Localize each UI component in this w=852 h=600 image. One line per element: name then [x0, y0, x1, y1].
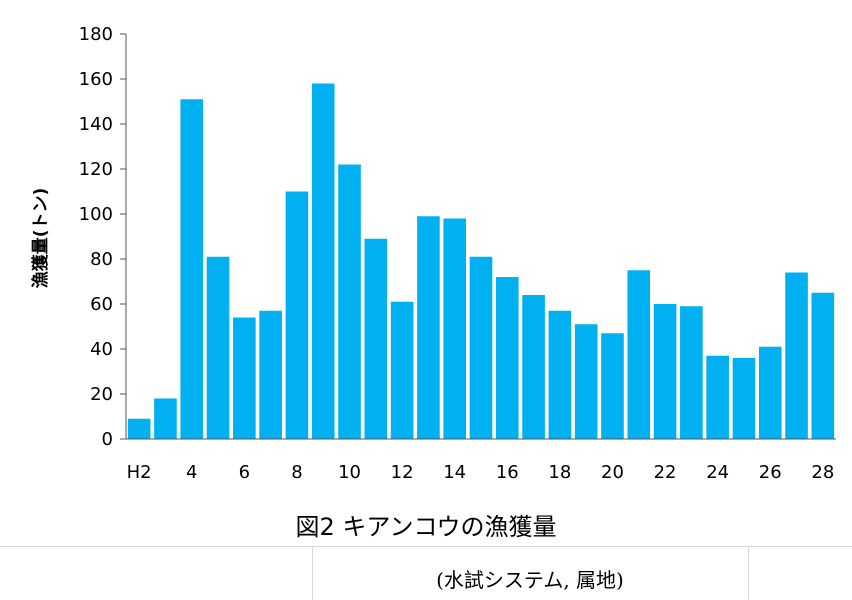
x-tick-label: 26	[759, 462, 782, 483]
x-tick-label: 20	[601, 462, 624, 483]
x-tick-label: 8	[291, 462, 302, 483]
table-rule-top	[0, 546, 852, 547]
x-tick-label: 18	[548, 462, 571, 483]
y-tick-label: 160	[79, 69, 113, 90]
x-tick-label: 24	[706, 462, 729, 483]
bar-7	[259, 310, 282, 439]
bar-21	[627, 270, 651, 439]
y-tick-label: 140	[79, 114, 113, 135]
y-tick-label: 120	[79, 159, 113, 180]
y-tick-label: 20	[90, 384, 113, 405]
bar-6	[233, 317, 256, 439]
bar-20	[601, 333, 624, 439]
bar-H2	[127, 418, 151, 439]
x-axis: H2 4 6 8 10 12 14 16 18 20 22 24 26 28	[126, 438, 836, 483]
bar-4	[180, 99, 204, 439]
y-tick-label: 0	[102, 429, 113, 450]
bar-10	[338, 164, 361, 439]
bar-11	[364, 238, 388, 439]
x-tick-label: 10	[338, 462, 361, 483]
y-tick-label: 180	[79, 24, 113, 45]
y-axis-title: 漁獲量(トン)	[30, 188, 51, 289]
figure-caption: 図2 キアンコウの漁獲量	[295, 513, 557, 541]
bar-23	[680, 306, 703, 439]
y-tick-label: 40	[90, 339, 113, 360]
table-rule-left	[312, 546, 313, 600]
bar-5	[206, 256, 230, 439]
x-tick-label: 4	[186, 462, 197, 483]
bar-14	[443, 218, 467, 439]
bar-16	[495, 277, 519, 439]
y-axis: 0 20 40 60 80 100 120 140 160 180	[79, 24, 127, 450]
y-tick-label: 60	[90, 294, 113, 315]
x-tick-label: 22	[654, 462, 677, 483]
bar-3	[154, 398, 177, 439]
bar-28	[811, 292, 835, 439]
x-tick-label: H2	[127, 462, 152, 483]
bar-17	[522, 295, 545, 439]
y-tick-label: 80	[90, 249, 113, 270]
bars-group	[127, 83, 835, 439]
bar-25	[732, 358, 756, 439]
x-tick-label: 14	[443, 462, 466, 483]
bar-26	[758, 346, 782, 439]
source-table: (水試システム, 属地)	[0, 546, 852, 600]
bar-chart: 0 20 40 60 80 100 120 140 160 180 H2 4 6 8 10 12 14 16 18…	[30, 24, 836, 483]
bar-22	[653, 304, 677, 439]
bar-27	[785, 272, 808, 439]
x-tick-label: 28	[811, 462, 834, 483]
x-tick-label: 16	[496, 462, 519, 483]
source-note: (水試システム, 属地)	[436, 568, 624, 592]
table-rule-right	[748, 546, 749, 600]
bar-19	[574, 324, 598, 439]
x-tick-label: 12	[391, 462, 414, 483]
bar-15	[469, 256, 493, 439]
bar-18	[548, 310, 572, 439]
y-tick-label: 100	[79, 204, 113, 225]
bar-9	[311, 83, 335, 439]
x-tick-label: 6	[239, 462, 250, 483]
bar-12	[390, 301, 414, 439]
bar-13	[417, 216, 440, 439]
bar-8	[285, 191, 309, 439]
bar-24	[706, 355, 729, 439]
